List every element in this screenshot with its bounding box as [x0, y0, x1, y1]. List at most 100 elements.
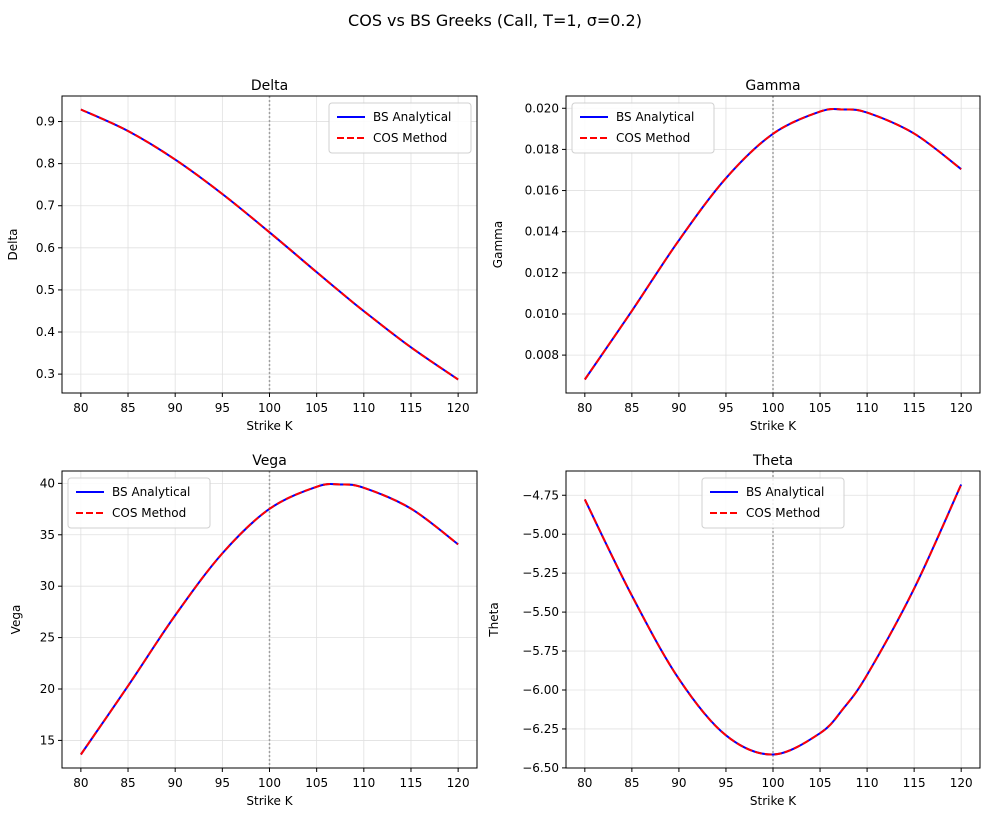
y-tick-label: 0.3 [36, 367, 55, 381]
x-tick-label: 100 [762, 401, 785, 415]
series-line-cos-method [583, 484, 963, 756]
y-tick-label: −5.75 [522, 644, 559, 658]
legend-box [67, 477, 211, 529]
y-tick-label: 0.7 [36, 199, 55, 213]
x-tick-label: 110 [352, 776, 375, 790]
y-tick-label: −4.75 [522, 488, 559, 502]
x-tick-label: 105 [305, 776, 328, 790]
axes-frame [565, 95, 981, 394]
x-tick-label: 120 [447, 401, 470, 415]
legend-label: BS Analytical [373, 110, 451, 124]
x-tick-label: 110 [856, 776, 879, 790]
legend-label: COS Method [746, 506, 820, 520]
x-tick-label: 115 [903, 776, 926, 790]
x-tick-label: 80 [73, 401, 88, 415]
x-tick-label: 110 [352, 401, 375, 415]
x-tick-label: 100 [258, 401, 281, 415]
legend-label: BS Analytical [616, 110, 694, 124]
x-tick-label: 120 [950, 776, 973, 790]
y-tick-label: 0.008 [525, 348, 559, 362]
legend: BS Analytical COS Method [701, 477, 845, 529]
x-tick-label: 85 [120, 401, 135, 415]
legend: BS Analytical COS Method [328, 102, 472, 154]
x-tick-label: 115 [400, 401, 423, 415]
y-tick-label: −6.50 [522, 761, 559, 775]
x-axis-label: Strike K [750, 794, 797, 808]
x-tick-label: 120 [447, 776, 470, 790]
x-tick-label: 95 [718, 776, 733, 790]
x-tick-label: 85 [624, 401, 639, 415]
y-tick-label: 25 [40, 631, 55, 645]
x-axis-label: Strike K [246, 794, 293, 808]
y-axis-label: Gamma [491, 221, 505, 268]
subplot-vega: 80 85 90 95 100 105 110 115 120 15 20 25 30 35 40 Vega S… [9, 453, 478, 808]
y-tick-label: 0.9 [36, 115, 55, 129]
axes-frame [565, 470, 981, 769]
y-axis-label: Theta [487, 602, 501, 637]
legend-label: BS Analytical [112, 485, 190, 499]
series-line-bs-analytical [80, 483, 459, 756]
y-tick-label: 35 [40, 528, 55, 542]
y-axis-label: Delta [6, 228, 20, 260]
x-axis-label: Strike K [246, 419, 293, 433]
x-tick-label: 95 [215, 776, 230, 790]
legend-label: COS Method [373, 131, 447, 145]
subplot-title: Gamma [745, 78, 800, 94]
subplot-title: Vega [252, 453, 287, 469]
y-tick-label: 30 [40, 579, 55, 593]
y-tick-label: 15 [40, 733, 55, 747]
x-tick-label: 115 [903, 401, 926, 415]
x-tick-label: 105 [809, 776, 832, 790]
y-tick-label: 0.018 [525, 142, 559, 156]
y-tick-label: 0.014 [525, 225, 559, 239]
x-tick-label: 105 [305, 401, 328, 415]
x-tick-label: 85 [120, 776, 135, 790]
x-tick-label: 80 [73, 776, 88, 790]
y-tick-label: 0.012 [525, 266, 559, 280]
subplot-gamma: 80 85 90 95 100 105 110 115 120 0.008 0.010 0.012 0.… [491, 78, 981, 433]
series-line-bs-analytical [583, 107, 962, 381]
y-tick-label: −5.25 [522, 566, 559, 580]
legend-box [328, 102, 472, 154]
x-tick-label: 100 [762, 776, 785, 790]
y-tick-label: 0.016 [525, 184, 559, 198]
legend-label: BS Analytical [746, 485, 824, 499]
legend-box [701, 477, 845, 529]
x-tick-label: 90 [168, 776, 183, 790]
y-tick-label: −6.25 [522, 722, 559, 736]
legend: BS Analytical COS Method [571, 102, 715, 154]
y-tick-label: 0.4 [36, 325, 55, 339]
legend: BS Analytical COS Method [67, 477, 211, 529]
legend-label: COS Method [112, 506, 186, 520]
axes-frame [61, 470, 478, 769]
y-tick-label: 0.020 [525, 101, 559, 115]
x-tick-label: 80 [577, 401, 592, 415]
y-tick-label: 0.8 [36, 157, 55, 171]
x-tick-label: 115 [400, 776, 423, 790]
y-tick-label: 0.010 [525, 307, 559, 321]
subplot-delta: 80 85 90 95 100 105 110 115 120 0.3 0.4 0.5 0.6 0.7 0.… [6, 78, 478, 433]
y-tick-label: −5.00 [522, 527, 559, 541]
subplot-theta: 80 85 90 95 100 105 110 115 120 −6.50 −6.25 −6.00 −5… [487, 453, 981, 808]
y-tick-label: 20 [40, 682, 55, 696]
axes-frame [61, 95, 478, 394]
subplot-title: Delta [251, 78, 288, 94]
y-tick-label: −6.00 [522, 683, 559, 697]
y-axis-label: Vega [9, 605, 23, 635]
y-tick-label: 0.5 [36, 283, 55, 297]
legend-label: COS Method [616, 131, 690, 145]
x-tick-label: 80 [577, 776, 592, 790]
x-tick-label: 95 [215, 401, 230, 415]
x-tick-label: 95 [718, 401, 733, 415]
x-tick-label: 90 [671, 776, 686, 790]
x-axis-label: Strike K [750, 419, 797, 433]
subplot-title: Theta [752, 453, 793, 469]
x-tick-label: 120 [950, 401, 973, 415]
x-tick-label: 90 [168, 401, 183, 415]
y-tick-label: 40 [40, 476, 55, 490]
series-line-bs-analytical [80, 108, 459, 381]
y-tick-label: −5.50 [522, 605, 559, 619]
x-tick-label: 90 [671, 401, 686, 415]
figure-title: COS vs BS Greeks (Call, T=1, σ=0.2) [348, 11, 642, 30]
